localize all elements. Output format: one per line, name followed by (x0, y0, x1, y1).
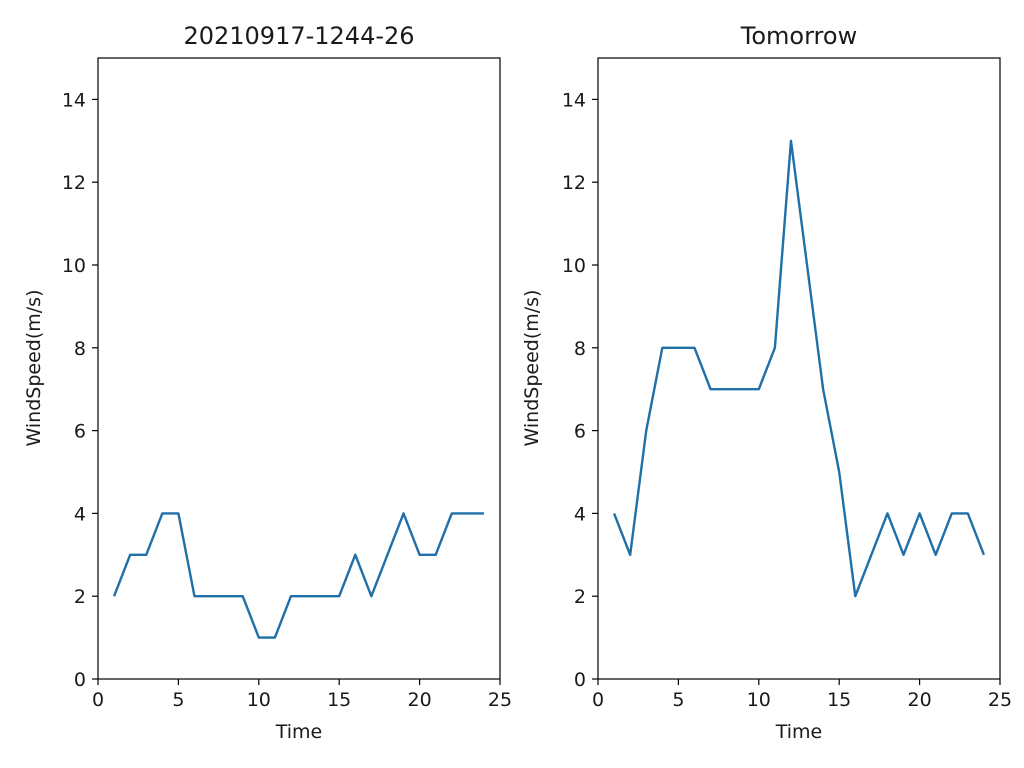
x-axis-label: Time (275, 721, 323, 743)
subplot-right: Tomorrow 0 5 10 15 20 25 0 2 4 6 8 10 12 14 Time Wind… (521, 22, 1012, 743)
y-tick-label: 2 (74, 586, 86, 608)
series-line (112, 512, 484, 639)
y-tick-label: 8 (74, 338, 86, 360)
x-tick-label: 10 (247, 689, 271, 711)
chart-title: Tomorrow (740, 22, 857, 50)
x-tick-label: 0 (92, 689, 104, 711)
tick-group: 0 5 10 15 20 25 0 2 4 6 8 10 12 14 (62, 89, 512, 711)
y-tick-label: 6 (574, 421, 586, 443)
y-tick-label: 0 (574, 669, 586, 691)
x-tick-label: 10 (747, 689, 771, 711)
series-line (612, 139, 986, 598)
x-tick-label: 5 (672, 689, 684, 711)
y-tick-label: 0 (74, 669, 86, 691)
y-tick-label: 8 (574, 338, 586, 360)
y-tick-label: 4 (74, 503, 86, 525)
chart-title: 20210917-1244-26 (183, 22, 414, 50)
x-axis-label: Time (775, 721, 823, 743)
x-tick-label: 25 (988, 689, 1012, 711)
plot-frame (97, 57, 501, 680)
x-tick-label: 15 (827, 689, 851, 711)
x-tick-label: 15 (327, 689, 351, 711)
y-tick-label: 10 (62, 255, 86, 277)
y-tick-label: 4 (574, 503, 586, 525)
y-tick-label: 12 (62, 172, 86, 194)
x-tick-label: 25 (488, 689, 512, 711)
y-tick-label: 14 (62, 89, 86, 111)
x-tick-label: 5 (172, 689, 184, 711)
subplot-left: 20210917-1244-26 0 5 10 15 20 25 0 2 4 6 8 10 12 14 T… (23, 22, 512, 743)
tick-group: 0 5 10 15 20 25 0 2 4 6 8 10 12 14 (562, 89, 1012, 711)
x-tick-label: 0 (592, 689, 604, 711)
plot-frame (597, 57, 1001, 680)
y-tick-label: 14 (562, 89, 586, 111)
y-tick-label: 6 (74, 421, 86, 443)
y-tick-label: 10 (562, 255, 586, 277)
x-tick-label: 20 (908, 689, 932, 711)
y-tick-label: 2 (574, 586, 586, 608)
y-tick-label: 12 (562, 172, 586, 194)
y-axis-label: WindSpeed(m/s) (23, 290, 45, 447)
x-tick-label: 20 (408, 689, 432, 711)
y-axis-label: WindSpeed(m/s) (521, 290, 543, 447)
